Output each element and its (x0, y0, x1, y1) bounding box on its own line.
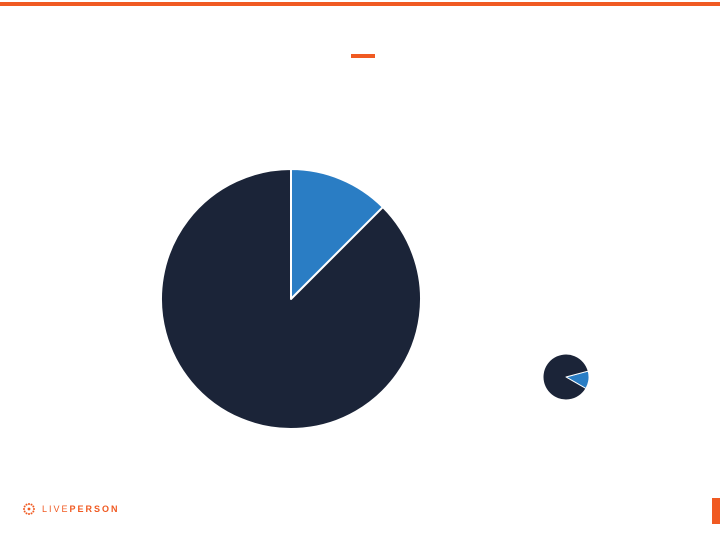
title-accent-dash (351, 54, 375, 58)
top-accent-bar (0, 2, 720, 6)
logo-text-light: LIVE (42, 504, 70, 514)
logo-text-bold: PERSON (70, 504, 120, 514)
logo-text: LIVEPERSON (42, 504, 120, 514)
pie-chart-small (541, 352, 591, 402)
logo-icon (22, 502, 36, 516)
liveperson-logo: LIVEPERSON (22, 502, 120, 516)
side-accent-tab (712, 498, 720, 524)
pie-chart-large (159, 167, 423, 431)
